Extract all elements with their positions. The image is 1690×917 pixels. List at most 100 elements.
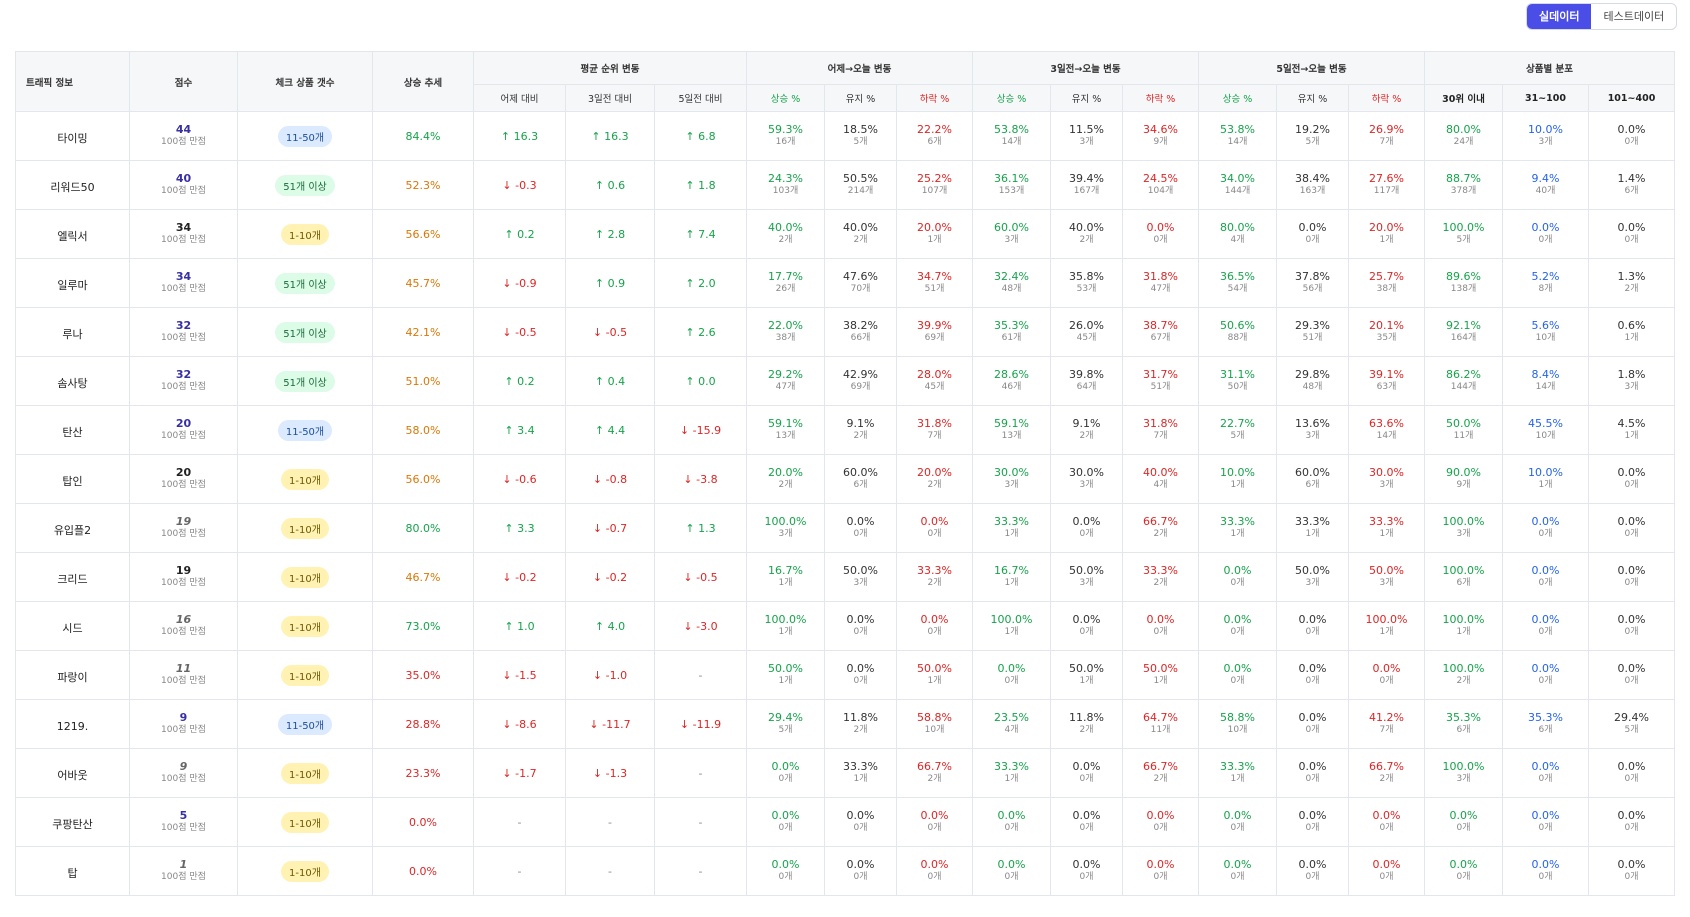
dist-value: 100.0% — [1442, 613, 1485, 626]
pct-count: 14개 — [1376, 431, 1397, 441]
table-row[interactable]: 쿠팡탄산 5 100점 만점 1-10개 0.0% - - -0.0% 0개 0.0% 0개 0.0%… — [15, 797, 1675, 847]
g1-pct-cell: 60.0% 6개 — [824, 454, 897, 504]
pct-value: 30.0% — [994, 466, 1029, 479]
pct-value: 20.1% — [1369, 319, 1404, 332]
g5-pct-cell: 50.0% 3개 — [1276, 552, 1349, 602]
pct-value: 100.0% — [1365, 613, 1408, 626]
pct-value: 0.0% — [1146, 809, 1175, 822]
pct-value: 39.1% — [1369, 368, 1404, 381]
dist-cell: 0.0% 0개 — [1588, 209, 1675, 259]
pct-value: 100.0% — [764, 613, 807, 626]
g1-pct-cell: 100.0% 1개 — [746, 601, 825, 651]
data-source-toggle: 실데이터 테스트데이터 — [1526, 3, 1678, 30]
pct-count: 7개 — [1379, 137, 1394, 147]
dist-value: 0.6% — [1617, 319, 1646, 332]
trend-value: 23.3% — [372, 748, 474, 798]
table-row[interactable]: 엘릭서 34 100점 만점 1-10개 56.6% ↑ 0.2 ↑ 2.8 ↑ 7.4 40.… — [15, 209, 1675, 259]
dist-value: 0.0% — [1617, 466, 1646, 479]
pct-value: 32.4% — [994, 270, 1029, 283]
traffic-name: 타이밍 — [57, 131, 88, 145]
g5-pct-cell: 0.0% 0개 — [1198, 650, 1277, 700]
trend-value: 46.7% — [372, 552, 474, 602]
dist-value: 100.0% — [1442, 564, 1485, 577]
g3-pct-cell: 50.0% 3개 — [1050, 552, 1123, 602]
g1-pct-cell: 50.5% 214개 — [824, 160, 897, 210]
table-row[interactable]: 탄산 20 100점 만점 11-50개 58.0% ↑ 3.4 ↑ 4.4 ↓ -15.9 5… — [15, 405, 1675, 455]
score-cell: 20 100점 만점 — [129, 454, 238, 504]
count-cell: 1-10개 — [237, 552, 373, 602]
pct-value: 24.3% — [768, 172, 803, 185]
g5-pct-cell: 22.7% 5개 — [1198, 405, 1277, 455]
table-row[interactable]: 1219. 9 100점 만점 11-50개 28.8% ↓ -8.6 ↓ -11.7 ↓ -… — [15, 699, 1675, 749]
pct-value: 0.0% — [1223, 662, 1252, 675]
pct-value: 13.6% — [1295, 417, 1330, 430]
pct-count: 2개 — [1153, 578, 1168, 588]
traffic-name: 탄산 — [62, 425, 83, 439]
table-row[interactable]: 어바웃 9 100점 만점 1-10개 23.3% ↓ -1.7 ↓ -1.3-0.0% 0개… — [15, 748, 1675, 798]
pct-value: 26.9% — [1369, 123, 1404, 136]
pct-value: 11.5% — [1069, 123, 1104, 136]
score-value: 20 — [175, 417, 192, 430]
table-row[interactable]: 파랑이 11 100점 만점 1-10개 35.0% ↓ -1.5 ↓ -1.0-50.0%… — [15, 650, 1675, 700]
header-dist: 상품별 분포 — [1424, 51, 1675, 85]
g3-pct-cell: 0.0% 0개 — [1050, 601, 1123, 651]
g3-pct-cell: 28.6% 46개 — [972, 356, 1051, 406]
pct-count: 45개 — [1076, 333, 1097, 343]
pct-count: 0개 — [1305, 872, 1320, 882]
pct-count: 0개 — [1079, 774, 1094, 784]
count-cell: 1-10개 — [237, 748, 373, 798]
dist-value: 0.0% — [1449, 809, 1478, 822]
traffic-name-cell: 엘릭서 — [15, 209, 130, 259]
dist-count: 6개 — [1538, 725, 1553, 735]
header-count: 체크 상품 갯수 — [237, 51, 373, 112]
g5-pct-cell: 60.0% 6개 — [1276, 454, 1349, 504]
traffic-name-cell: 어바웃 — [15, 748, 130, 798]
count-badge: 51개 이상 — [275, 272, 335, 294]
pct-count: 69개 — [850, 382, 871, 392]
test-data-button[interactable]: 테스트데이터 — [1603, 10, 1665, 23]
table-row[interactable]: 탑인 20 100점 만점 1-10개 56.0% ↓ -0.6 ↓ -0.8 ↓ -3.8 2… — [15, 454, 1675, 504]
pct-count: 0개 — [1079, 529, 1094, 539]
trend-value: 51.0% — [372, 356, 474, 406]
dist-count: 138개 — [1450, 284, 1477, 294]
pct-count: 5개 — [1305, 137, 1320, 147]
real-data-button[interactable]: 실데이터 — [1527, 4, 1592, 29]
pct-count: 1개 — [1004, 627, 1019, 637]
header-trend: 상승 추세 — [372, 51, 474, 112]
pct-value: 29.4% — [768, 711, 803, 724]
dist-count: 0개 — [1624, 480, 1639, 490]
table-row[interactable]: 타이밍 44 100점 만점 11-50개 84.4% ↑ 16.3 ↑ 16.3 ↑ 6.8… — [15, 111, 1675, 161]
table-row[interactable]: 솜사탕 32 100점 만점 51개 이상 51.0% ↑ 0.2 ↑ 0.4 ↑ 0.0 29… — [15, 356, 1675, 406]
table-row[interactable]: 탑 1 100점 만점 1-10개 0.0% - - -0.0% 0개 0.0% 0개 0.0% 0개 0… — [15, 846, 1675, 896]
pct-value: 0.0% — [1372, 662, 1401, 675]
pct-value: 33.3% — [1369, 515, 1404, 528]
table-row[interactable]: 일루마 34 100점 만점 51개 이상 45.7% ↓ -0.9 ↑ 0.9 ↑ 2.0 1… — [15, 258, 1675, 308]
pct-value: 50.0% — [917, 662, 952, 675]
table-row[interactable]: 리워드50 40 100점 만점 51개 이상 52.3% ↓ -0.3 ↑ 0.6 ↑ 1.… — [15, 160, 1675, 210]
count-badge: 1-10개 — [281, 517, 329, 539]
pct-value: 0.0% — [1146, 858, 1175, 871]
pct-value: 40.0% — [843, 221, 878, 234]
avg-rank-change: ↓ -0.2 — [473, 552, 566, 602]
g1-pct-cell: 31.8% 7개 — [896, 405, 973, 455]
dist-count: 0개 — [1538, 676, 1553, 686]
g3-pct-cell: 0.0% 0개 — [972, 797, 1051, 847]
table-row[interactable]: 유입플2 19 100점 만점 1-10개 80.0% ↑ 3.3 ↓ -0.7 ↑ 1.3 1… — [15, 503, 1675, 553]
g3-pct-cell: 38.7% 67개 — [1122, 307, 1199, 357]
pct-count: 2개 — [1079, 431, 1094, 441]
pct-count: 0개 — [853, 676, 868, 686]
pct-value: 40.0% — [1143, 466, 1178, 479]
pct-count: 50개 — [1227, 382, 1248, 392]
dist-count: 3개 — [1456, 529, 1471, 539]
pct-count: 1개 — [1004, 578, 1019, 588]
table-row[interactable]: 시드 16 100점 만점 1-10개 73.0% ↑ 1.0 ↑ 4.0 ↓ -3.0 100… — [15, 601, 1675, 651]
dist-value: 86.2% — [1446, 368, 1481, 381]
score-value: 32 — [175, 368, 192, 381]
pct-value: 63.6% — [1369, 417, 1404, 430]
g1-pct-cell: 16.7% 1개 — [746, 552, 825, 602]
pct-count: 3개 — [1079, 480, 1094, 490]
table-row[interactable]: 루나 32 100점 만점 51개 이상 42.1% ↓ -0.5 ↓ -0.5 ↑ 2.6 2… — [15, 307, 1675, 357]
dist-cell: 10.0% 3개 — [1502, 111, 1589, 161]
g5-pct-cell: 30.0% 3개 — [1348, 454, 1425, 504]
table-row[interactable]: 크리드 19 100점 만점 1-10개 46.7% ↓ -0.2 ↓ -0.2 ↓ -0.5… — [15, 552, 1675, 602]
